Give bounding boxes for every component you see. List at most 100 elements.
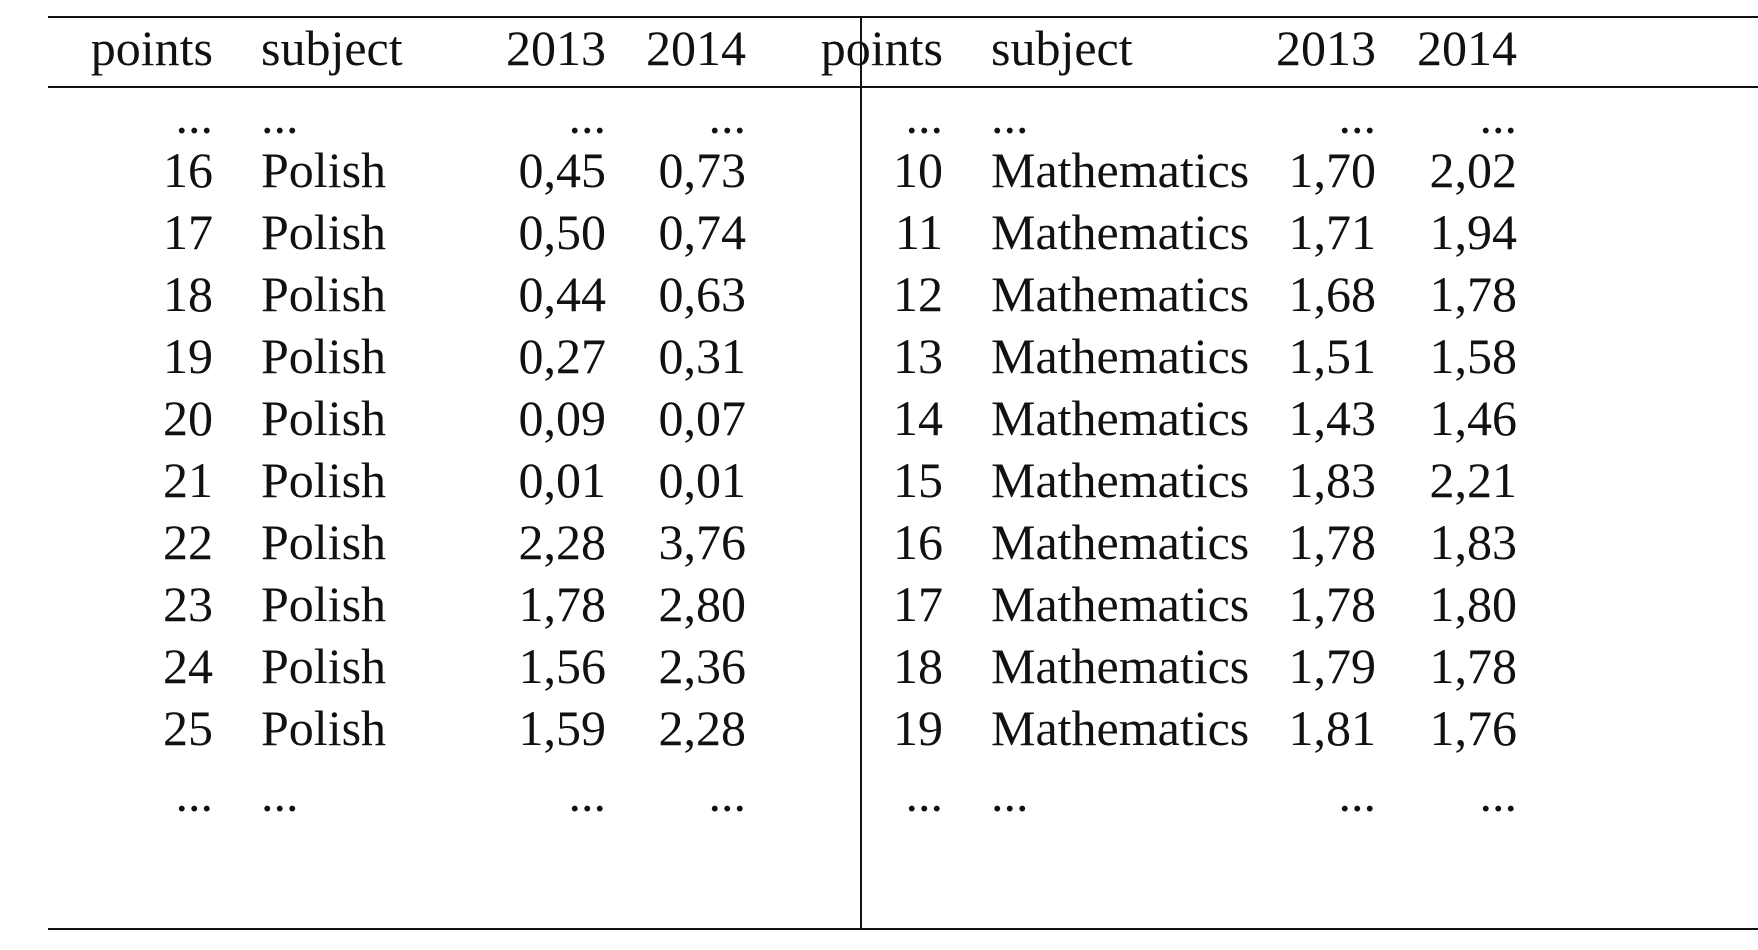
left-cell-year-2013: ... (568, 766, 607, 822)
left-cell-year-2013: 1,59 (518, 700, 607, 756)
left-header-year-2013: 2013 (506, 20, 606, 76)
right-cell-points: 14 (893, 390, 943, 446)
left-cell-subject: Polish (261, 700, 387, 756)
left-cell-subject: Polish (261, 328, 387, 384)
top-rule (48, 16, 1758, 18)
left-cell-year-2014: 0,63 (658, 266, 747, 322)
right-cell-subject: Mathematics (991, 142, 1250, 198)
right-cell-year-2014: 1,83 (1429, 514, 1518, 570)
right-cell-year-2014: 1,46 (1429, 390, 1518, 446)
right-cell-subject: Mathematics (991, 514, 1250, 570)
left-cell-year-2014: 0,31 (658, 328, 747, 384)
left-cell-points: ... (175, 766, 214, 822)
right-cell-year-2013: 1,43 (1288, 390, 1377, 446)
left-cell-points: ... (175, 88, 214, 144)
right-cell-year-2014: 1,94 (1429, 204, 1518, 260)
right-header-year-2014: 2014 (1417, 20, 1517, 76)
left-header-subject: subject (261, 20, 403, 76)
right-cell-points: 16 (893, 514, 943, 570)
right-cell-year-2014: 2,02 (1429, 142, 1518, 198)
left-cell-subject: Polish (261, 638, 387, 694)
header-rule (48, 86, 1758, 88)
comparison-table: points subject 2013 2014............ 16 Polis… (48, 16, 1758, 934)
right-cell-points: 13 (893, 328, 943, 384)
right-cell-year-2013: 1,78 (1288, 514, 1377, 570)
left-cell-subject: Polish (261, 204, 387, 260)
left-cell-year-2013: 0,27 (518, 328, 607, 384)
left-header-year-2014: 2014 (646, 20, 746, 76)
right-cell-points: 11 (894, 204, 943, 260)
left-cell-points: 24 (163, 638, 213, 694)
column-divider (860, 16, 862, 930)
right-cell-points: ... (905, 766, 944, 822)
left-cell-subject: Polish (261, 390, 387, 446)
right-cell-points: 15 (893, 452, 943, 508)
right-cell-year-2013: ... (1338, 88, 1377, 144)
right-cell-year-2013: 1,51 (1288, 328, 1377, 384)
left-cell-points: 18 (163, 266, 213, 322)
right-cell-points: 12 (893, 266, 943, 322)
right-cell-subject: ... (991, 88, 1029, 144)
left-cell-subject: Polish (261, 266, 387, 322)
right-cell-points: ... (905, 88, 944, 144)
left-cell-year-2014: 0,01 (658, 452, 747, 508)
right-cell-subject: Mathematics (991, 204, 1250, 260)
left-cell-year-2013: 0,09 (518, 390, 607, 446)
right-header-year-2013: 2013 (1276, 20, 1376, 76)
left-cell-subject: ... (261, 88, 299, 144)
right-cell-year-2014: 1,78 (1429, 638, 1518, 694)
left-cell-year-2013: 0,01 (518, 452, 607, 508)
left-cell-year-2013: 1,78 (518, 576, 607, 632)
right-cell-year-2013: 1,68 (1288, 266, 1377, 322)
right-cell-subject: Mathematics (991, 390, 1250, 446)
right-cell-points: 17 (893, 576, 943, 632)
left-cell-points: 21 (163, 452, 213, 508)
left-cell-year-2014: 3,76 (658, 514, 747, 570)
left-cell-year-2014: 0,74 (658, 204, 747, 260)
left-cell-year-2013: 0,44 (518, 266, 607, 322)
left-cell-points: 20 (163, 390, 213, 446)
left-cell-year-2013: ... (568, 88, 607, 144)
right-cell-year-2014: 1,80 (1429, 576, 1518, 632)
right-cell-points: 18 (893, 638, 943, 694)
right-cell-year-2013: 1,71 (1288, 204, 1377, 260)
left-cell-year-2014: 2,28 (658, 700, 747, 756)
left-cell-year-2013: 0,50 (518, 204, 607, 260)
right-header-points: points (820, 20, 943, 76)
left-cell-year-2013: 2,28 (518, 514, 607, 570)
left-cell-points: 16 (163, 142, 213, 198)
bottom-rule (48, 928, 1758, 930)
left-cell-year-2014: ... (708, 88, 747, 144)
right-cell-year-2014: ... (1479, 88, 1518, 144)
right-cell-year-2014: 1,76 (1429, 700, 1518, 756)
right-cell-year-2014: ... (1479, 766, 1518, 822)
right-header-subject: subject (991, 20, 1133, 76)
left-cell-year-2013: 0,45 (518, 142, 607, 198)
right-cell-subject: Mathematics (991, 576, 1250, 632)
right-cell-subject: Mathematics (991, 452, 1250, 508)
left-cell-subject: ... (261, 766, 299, 822)
left-cell-subject: Polish (261, 514, 387, 570)
left-cell-year-2013: 1,56 (518, 638, 607, 694)
left-cell-year-2014: 2,80 (658, 576, 747, 632)
right-cell-year-2013: 1,78 (1288, 576, 1377, 632)
right-cell-year-2013: ... (1338, 766, 1377, 822)
left-cell-subject: Polish (261, 142, 387, 198)
right-cell-subject: Mathematics (991, 700, 1250, 756)
left-cell-subject: Polish (261, 452, 387, 508)
left-cell-points: 22 (163, 514, 213, 570)
right-cell-year-2013: 1,83 (1288, 452, 1377, 508)
right-cell-subject: Mathematics (991, 638, 1250, 694)
left-header-points: points (90, 20, 213, 76)
left-cell-year-2014: 0,73 (658, 142, 747, 198)
right-cell-subject: Mathematics (991, 266, 1250, 322)
right-cell-year-2014: 2,21 (1429, 452, 1518, 508)
right-cell-points: 19 (893, 700, 943, 756)
left-cell-year-2014: 2,36 (658, 638, 747, 694)
left-cell-points: 23 (163, 576, 213, 632)
right-cell-year-2013: 1,81 (1288, 700, 1377, 756)
right-cell-subject: ... (991, 766, 1029, 822)
right-cell-year-2013: 1,70 (1288, 142, 1377, 198)
right-cell-year-2013: 1,79 (1288, 638, 1377, 694)
left-cell-points: 25 (163, 700, 213, 756)
